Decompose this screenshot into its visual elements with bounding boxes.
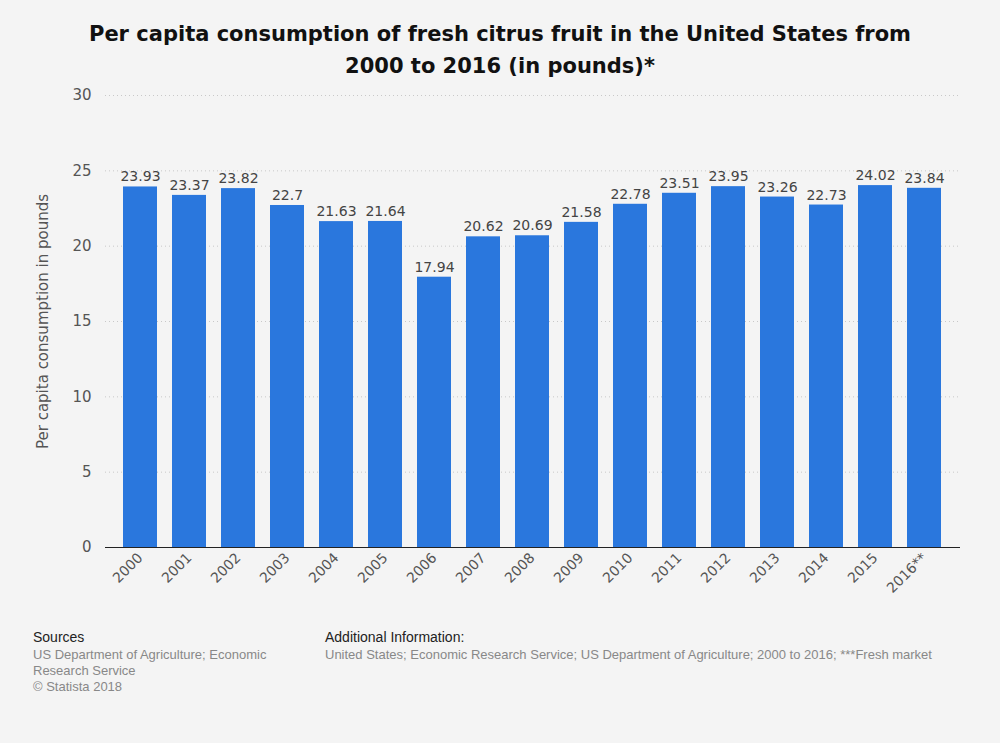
svg-text:23.84: 23.84: [904, 170, 944, 186]
svg-text:2000: 2000: [109, 549, 146, 586]
svg-text:22.73: 22.73: [806, 187, 846, 203]
svg-text:21.64: 21.64: [365, 203, 405, 219]
svg-text:21.63: 21.63: [316, 203, 356, 219]
svg-text:2008: 2008: [501, 549, 538, 586]
svg-text:2011: 2011: [648, 549, 685, 586]
svg-text:2007: 2007: [452, 549, 489, 586]
svg-text:0: 0: [82, 538, 92, 556]
svg-text:22.7: 22.7: [272, 187, 303, 203]
svg-text:30: 30: [72, 86, 91, 104]
svg-text:2015: 2015: [844, 549, 881, 586]
svg-text:23.37: 23.37: [169, 177, 209, 193]
html-text:Additional Information:: Additional Information:: [325, 629, 465, 645]
svg-text:2009: 2009: [550, 549, 587, 586]
svg-text:21.58: 21.58: [561, 204, 601, 220]
svg-text:17.94: 17.94: [414, 259, 454, 275]
svg-text:23.82: 23.82: [218, 170, 258, 186]
svg-text:23.95: 23.95: [708, 168, 748, 184]
svg-text:2003: 2003: [256, 549, 293, 586]
svg-text:25: 25: [72, 162, 91, 180]
svg-text:22.78: 22.78: [610, 186, 650, 202]
svg-text:2010: 2010: [599, 549, 636, 586]
svg-text:23.93: 23.93: [120, 168, 160, 184]
html-text:Per capita consumption of fres: Per capita consumption of fresh citrus f…: [89, 22, 911, 78]
html-text:United States; Economic Resear: United States; Economic Research Service…: [325, 647, 932, 662]
svg-text:23.51: 23.51: [659, 175, 699, 191]
svg-text:2013: 2013: [746, 549, 783, 586]
svg-text:2006: 2006: [403, 549, 440, 586]
svg-text:2016**: 2016**: [883, 549, 929, 595]
svg-text:20.62: 20.62: [463, 218, 503, 234]
svg-text:20: 20: [72, 237, 91, 255]
svg-text:10: 10: [72, 388, 91, 406]
html-text:© Statista 2018: © Statista 2018: [33, 679, 123, 694]
svg-text:24.02: 24.02: [855, 167, 895, 183]
html-text:Sources: Sources: [33, 629, 85, 645]
html-text:US Department of Agriculture;: US Department of Agriculture; Economic R…: [33, 647, 267, 678]
svg-text:2002: 2002: [207, 549, 244, 586]
svg-text:5: 5: [82, 463, 92, 481]
svg-text:Per capita consumption in poun: Per capita consumption in pounds: [34, 194, 52, 449]
svg-text:2001: 2001: [158, 549, 195, 586]
svg-text:2014: 2014: [795, 549, 832, 586]
svg-text:20.69: 20.69: [512, 217, 552, 233]
svg-text:2012: 2012: [697, 549, 734, 586]
svg-text:2005: 2005: [354, 549, 391, 586]
svg-text:2004: 2004: [305, 549, 342, 586]
svg-text:15: 15: [72, 312, 91, 330]
svg-text:23.26: 23.26: [757, 179, 797, 195]
